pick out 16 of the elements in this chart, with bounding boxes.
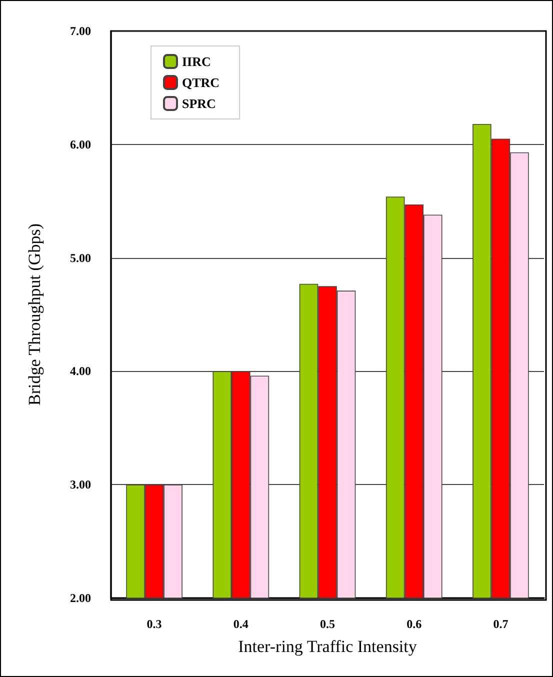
y-tick-label: 5.00 — [70, 250, 91, 265]
legend-label: QTRC — [182, 75, 220, 90]
y-tick-label: 7.00 — [70, 24, 91, 38]
y-tick-label: 4.00 — [70, 364, 91, 378]
y-tick-label: 2.00 — [70, 591, 91, 605]
legend-label: SPRC — [182, 96, 216, 111]
x-tick-label: 0.4 — [233, 617, 248, 631]
x-tick-label: 0.6 — [406, 617, 422, 631]
y-tick-label: 3.00 — [70, 478, 91, 492]
x-tick-label: 0.7 — [493, 617, 508, 631]
x-tick-label: 0.3 — [146, 617, 162, 631]
y-tick-label: 6.00 — [70, 137, 91, 152]
x-tick-label: 0.5 — [320, 617, 335, 631]
x-axis-title: Inter-ring Traffic Intensity — [238, 637, 418, 656]
y-axis-title: Bridge Throughput (Gbps) — [25, 224, 44, 406]
legend-label: IIRC — [182, 54, 211, 69]
